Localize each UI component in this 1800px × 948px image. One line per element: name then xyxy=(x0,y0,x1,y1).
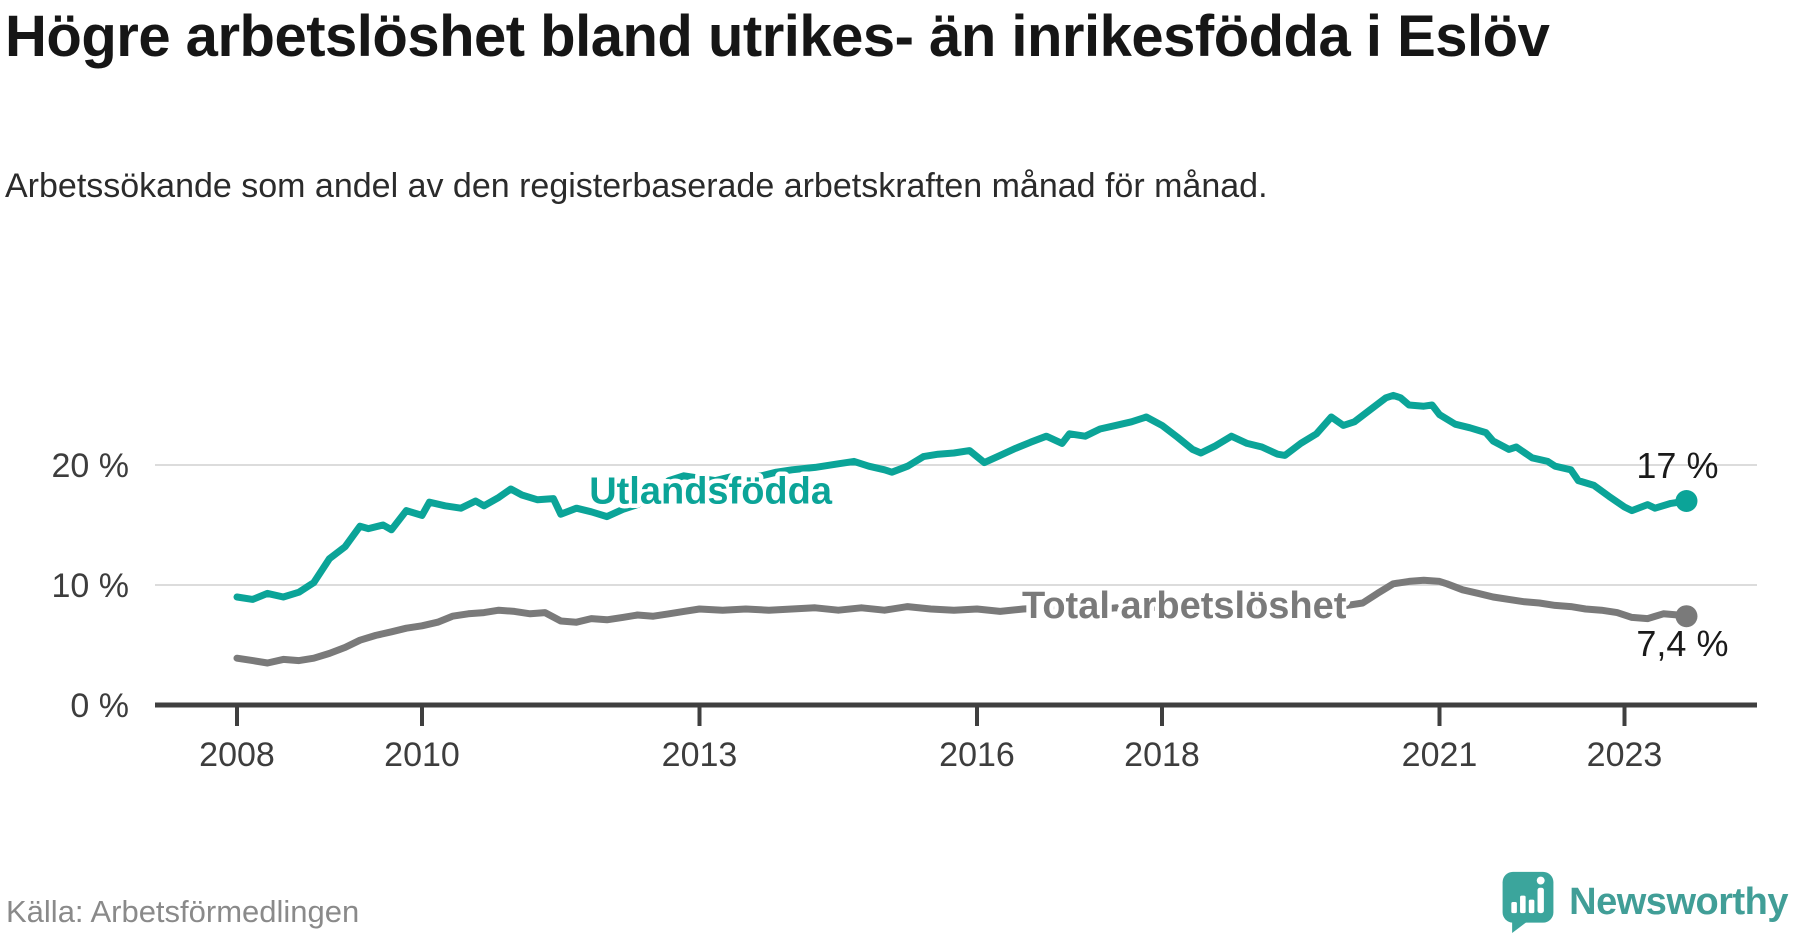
x-tick-label: 2013 xyxy=(662,736,738,774)
x-tick-label: 2016 xyxy=(939,736,1015,774)
y-tick-label: 20 % xyxy=(52,447,130,485)
x-tick-label: 2021 xyxy=(1402,736,1478,774)
x-tick-label: 2023 xyxy=(1587,736,1663,774)
y-tick-label: 10 % xyxy=(52,567,130,605)
end-value-utlandsfodda: 17 % xyxy=(1636,445,1718,486)
series-line-utlandsfodda xyxy=(233,391,1690,603)
end-dot-total-arbetsloshet xyxy=(1675,605,1698,628)
newsworthy-branding: Newsworthy xyxy=(1501,870,1788,934)
chart-title: Högre arbetslöshet bland utrikes- än inr… xyxy=(5,4,1550,69)
end-value-total-arbetsloshet: 7,4 % xyxy=(1636,623,1728,664)
x-tick-label: 2010 xyxy=(384,736,460,774)
newsworthy-logo-text: Newsworthy xyxy=(1569,880,1788,923)
y-tick-label: 0 % xyxy=(70,687,129,725)
x-tick-label: 2008 xyxy=(199,736,275,774)
newsworthy-logo-icon xyxy=(1502,871,1554,933)
x-tick-label: 2018 xyxy=(1124,736,1200,774)
chart-subtitle: Arbetssökande som andel av den registerb… xyxy=(5,167,1268,205)
series-line-total-arbetsloshet xyxy=(233,576,1690,667)
end-dot-utlandsfodda xyxy=(1675,490,1698,512)
series-label-utlandsfodda: Utlandsfödda xyxy=(589,470,833,512)
source-note: Källa: Arbetsförmedlingen xyxy=(6,894,360,929)
series-label-total-arbetsloshet: Total arbetslöshet xyxy=(1022,585,1347,627)
